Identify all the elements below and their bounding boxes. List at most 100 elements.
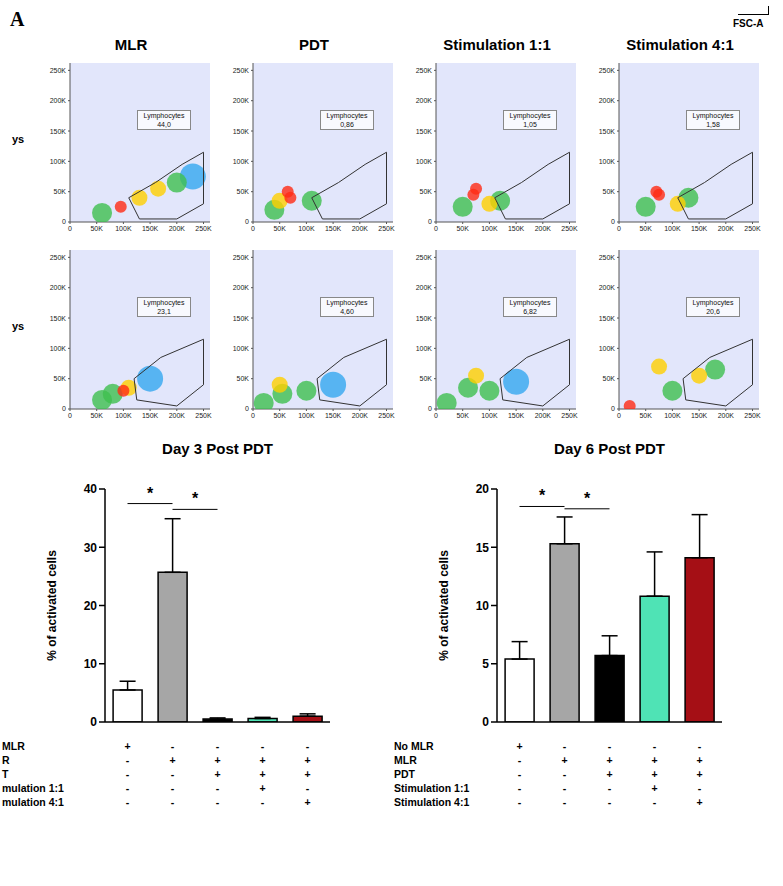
svg-text:150K: 150K	[508, 412, 525, 419]
svg-text:200K: 200K	[416, 97, 433, 104]
svg-text:0: 0	[62, 218, 66, 225]
svg-text:200K: 200K	[352, 412, 369, 419]
svg-text:100K: 100K	[233, 345, 250, 352]
svg-text:15: 15	[476, 541, 490, 555]
svg-text:20: 20	[84, 599, 98, 613]
svg-text:250K: 250K	[416, 67, 433, 74]
svg-text:50K: 50K	[420, 188, 433, 195]
svg-text:0: 0	[611, 405, 615, 412]
svg-text:200K: 200K	[50, 284, 67, 291]
svg-text:20: 20	[476, 482, 490, 496]
svg-text:0: 0	[251, 225, 255, 232]
svg-text:100K: 100K	[115, 225, 132, 232]
svg-text:250K: 250K	[233, 67, 250, 74]
svg-text:250K: 250K	[561, 412, 578, 419]
svg-text:0: 0	[68, 225, 72, 232]
svg-text:*: *	[147, 485, 154, 502]
svg-text:250K: 250K	[378, 412, 395, 419]
svg-text:200K: 200K	[599, 284, 616, 291]
svg-text:150K: 150K	[233, 128, 250, 135]
svg-text:100K: 100K	[50, 158, 67, 165]
svg-text:*: *	[584, 490, 591, 507]
svg-text:150K: 150K	[416, 128, 433, 135]
svg-text:150K: 150K	[691, 412, 708, 419]
svg-text:150K: 150K	[599, 128, 616, 135]
svg-text:100K: 100K	[115, 412, 132, 419]
svg-text:0: 0	[611, 218, 615, 225]
svg-text:250K: 250K	[599, 67, 616, 74]
svg-text:200K: 200K	[416, 284, 433, 291]
svg-text:50K: 50K	[54, 188, 67, 195]
svg-text:100K: 100K	[298, 225, 315, 232]
svg-text:100K: 100K	[664, 225, 681, 232]
svg-text:200K: 200K	[169, 225, 186, 232]
svg-text:50K: 50K	[639, 412, 652, 419]
svg-text:0: 0	[434, 225, 438, 232]
svg-text:200K: 200K	[169, 412, 186, 419]
svg-text:250K: 250K	[416, 254, 433, 261]
svg-text:0: 0	[428, 218, 432, 225]
svg-text:0: 0	[68, 412, 72, 419]
svg-text:250K: 250K	[744, 225, 761, 232]
svg-text:200K: 200K	[718, 225, 735, 232]
svg-text:100K: 100K	[298, 412, 315, 419]
svg-text:100K: 100K	[481, 412, 498, 419]
svg-text:200K: 200K	[535, 412, 552, 419]
svg-text:250K: 250K	[195, 225, 212, 232]
svg-text:10: 10	[84, 657, 98, 671]
svg-text:150K: 150K	[599, 315, 616, 322]
svg-text:250K: 250K	[50, 67, 67, 74]
svg-text:200K: 200K	[718, 412, 735, 419]
svg-text:40: 40	[84, 482, 98, 496]
svg-text:200K: 200K	[233, 97, 250, 104]
svg-text:50K: 50K	[420, 375, 433, 382]
svg-text:200K: 200K	[535, 225, 552, 232]
svg-text:250K: 250K	[744, 412, 761, 419]
svg-text:200K: 200K	[50, 97, 67, 104]
svg-text:50K: 50K	[90, 225, 103, 232]
svg-text:50K: 50K	[456, 412, 469, 419]
svg-text:250K: 250K	[561, 225, 578, 232]
svg-text:250K: 250K	[195, 412, 212, 419]
svg-text:150K: 150K	[50, 128, 67, 135]
svg-text:30: 30	[84, 541, 98, 555]
svg-text:50K: 50K	[54, 375, 67, 382]
svg-text:50K: 50K	[273, 225, 286, 232]
svg-text:0: 0	[245, 218, 249, 225]
svg-text:0: 0	[617, 412, 621, 419]
svg-text:150K: 150K	[142, 412, 159, 419]
svg-text:200K: 200K	[599, 97, 616, 104]
svg-text:0: 0	[428, 405, 432, 412]
svg-text:*: *	[539, 487, 546, 504]
svg-text:0: 0	[251, 412, 255, 419]
svg-text:% of activated cells: % of activated cells	[437, 550, 451, 661]
svg-text:0: 0	[90, 715, 97, 729]
svg-text:100K: 100K	[481, 225, 498, 232]
svg-text:200K: 200K	[352, 225, 369, 232]
svg-text:50K: 50K	[237, 188, 250, 195]
svg-text:150K: 150K	[508, 225, 525, 232]
svg-text:150K: 150K	[142, 225, 159, 232]
svg-text:250K: 250K	[599, 254, 616, 261]
svg-text:250K: 250K	[50, 254, 67, 261]
svg-text:50K: 50K	[90, 412, 103, 419]
svg-text:100K: 100K	[664, 412, 681, 419]
svg-text:150K: 150K	[233, 315, 250, 322]
svg-text:0: 0	[617, 225, 621, 232]
svg-text:% of activated cells: % of activated cells	[45, 550, 59, 661]
svg-text:150K: 150K	[50, 315, 67, 322]
svg-text:250K: 250K	[233, 254, 250, 261]
svg-text:0: 0	[62, 405, 66, 412]
svg-text:50K: 50K	[273, 412, 286, 419]
svg-text:50K: 50K	[603, 375, 616, 382]
svg-text:10: 10	[476, 599, 490, 613]
svg-text:250K: 250K	[378, 225, 395, 232]
svg-text:0: 0	[434, 412, 438, 419]
svg-text:100K: 100K	[599, 158, 616, 165]
svg-text:150K: 150K	[325, 412, 342, 419]
svg-text:50K: 50K	[639, 225, 652, 232]
svg-text:50K: 50K	[603, 188, 616, 195]
svg-text:50K: 50K	[237, 375, 250, 382]
svg-text:0: 0	[245, 405, 249, 412]
svg-text:100K: 100K	[416, 345, 433, 352]
